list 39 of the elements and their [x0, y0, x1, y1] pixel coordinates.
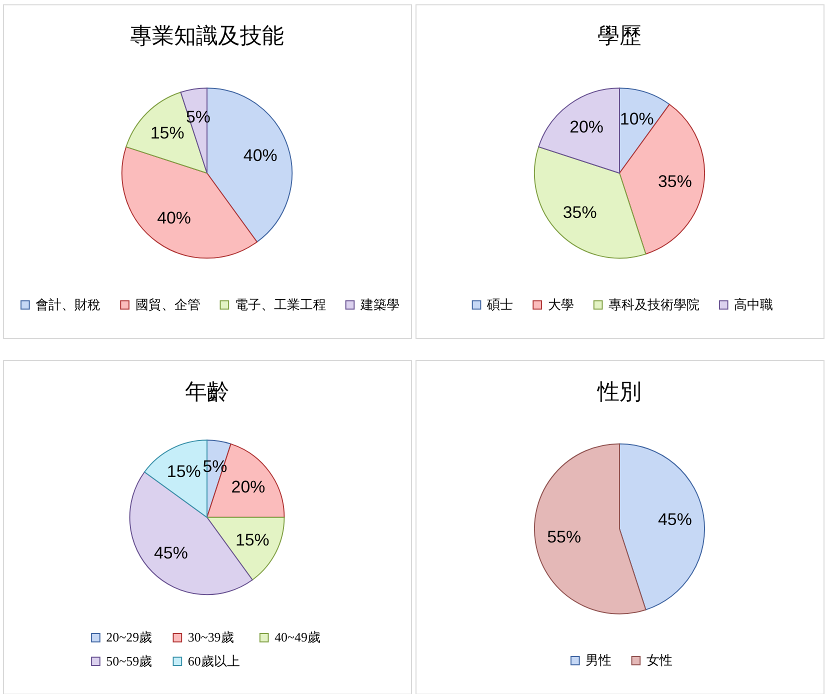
data-label: 20% — [231, 477, 266, 496]
data-label: 55% — [547, 528, 582, 547]
legend-label: 建築學 — [359, 296, 400, 312]
data-label: 35% — [562, 202, 597, 222]
data-label: 45% — [154, 543, 188, 562]
chart-title: 專業知識及技能 — [130, 23, 284, 48]
data-label: 20% — [570, 118, 604, 137]
data-label: 15% — [150, 123, 184, 142]
data-label: 35% — [658, 172, 692, 191]
legend-label: 30~39歲 — [188, 630, 234, 645]
pie-slice — [538, 88, 620, 174]
pie-slice — [619, 104, 705, 255]
legend-label: 女性 — [646, 652, 672, 668]
chart-title: 學歷 — [598, 23, 642, 48]
legend-label: 高中職 — [734, 296, 774, 312]
data-label: 40% — [243, 146, 278, 165]
legend-label: 50~59歲 — [106, 653, 152, 668]
legend-label: 男性 — [586, 652, 612, 668]
chart-title: 年齡 — [185, 378, 229, 404]
legend-label: 40~49歲 — [274, 630, 320, 645]
legend-label: 20~29歲 — [106, 630, 152, 645]
data-label: 40% — [157, 208, 191, 228]
data-label: 45% — [658, 510, 692, 530]
pie-slice — [619, 443, 705, 610]
pie-slice — [534, 146, 646, 259]
legend-label: 會計、財稅 — [36, 296, 101, 312]
data-label: 15% — [166, 462, 201, 481]
chart-title: 性別 — [596, 378, 642, 404]
legend-label: 電子、工業工程 — [234, 296, 326, 312]
pie-slice — [206, 516, 285, 580]
legend-label: 大學 — [548, 296, 574, 312]
legend-label: 碩士 — [486, 296, 513, 312]
legend-label: 60歲以上 — [188, 653, 240, 668]
legend-label: 國貿、企管 — [135, 296, 200, 312]
data-label: 5% — [186, 108, 210, 127]
data-label: 10% — [620, 110, 654, 129]
legend-label: 專科及技術學院 — [608, 296, 700, 312]
data-label: 15% — [235, 530, 270, 550]
pie-slice — [534, 443, 646, 614]
